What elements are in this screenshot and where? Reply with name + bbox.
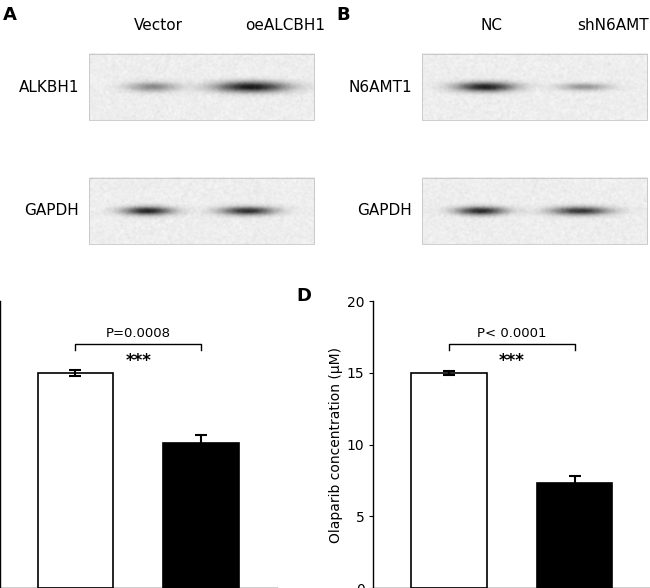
Text: P=0.0008: P=0.0008: [106, 327, 171, 340]
Text: oeALCBH1: oeALCBH1: [245, 18, 326, 33]
Bar: [89, 54, 314, 121]
Text: shN6AMT1: shN6AMT1: [578, 18, 650, 33]
Text: B: B: [336, 6, 350, 24]
Text: ALKBH1: ALKBH1: [19, 80, 79, 95]
Y-axis label: Olaparib concentration (μM): Olaparib concentration (μM): [329, 346, 343, 543]
Text: GAPDH: GAPDH: [358, 203, 412, 218]
Text: P< 0.0001: P< 0.0001: [477, 327, 547, 340]
Text: ***: ***: [499, 352, 525, 370]
Text: N6AMT1: N6AMT1: [348, 80, 412, 95]
Text: GAPDH: GAPDH: [25, 203, 79, 218]
Bar: [422, 54, 647, 121]
Text: NC: NC: [480, 18, 502, 33]
Text: ***: ***: [125, 352, 151, 370]
Text: A: A: [3, 6, 17, 24]
Bar: [163, 443, 239, 588]
Bar: [89, 178, 314, 244]
Bar: [537, 483, 612, 588]
Bar: [422, 178, 647, 244]
Text: D: D: [296, 287, 311, 305]
Bar: [411, 373, 487, 588]
Text: Vector: Vector: [134, 18, 183, 33]
Bar: [38, 373, 113, 588]
